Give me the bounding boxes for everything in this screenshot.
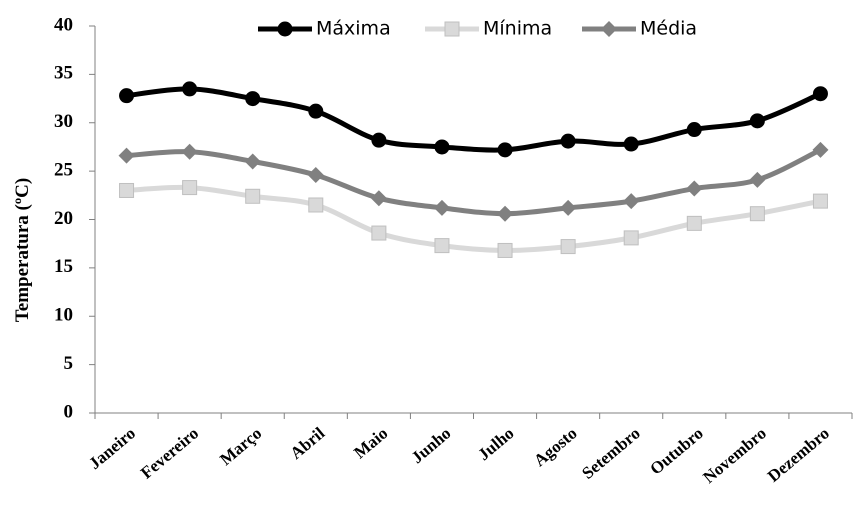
data-point	[497, 242, 513, 258]
data-point	[245, 188, 261, 204]
data-point	[370, 190, 387, 207]
x-tick-label: Dezembro	[764, 424, 833, 486]
x-tick-label: Agosto	[530, 424, 581, 471]
data-point	[812, 193, 828, 209]
data-point	[119, 182, 135, 198]
data-point	[749, 171, 766, 188]
data-point	[749, 206, 765, 222]
data-point	[434, 238, 450, 254]
data-point	[749, 113, 765, 129]
data-point	[812, 86, 828, 102]
x-tick-label: Junho	[408, 424, 455, 468]
data-point	[119, 88, 135, 104]
x-tick-label: Janeiro	[85, 424, 139, 474]
y-tick-label: 40	[54, 14, 73, 35]
data-point	[686, 180, 703, 197]
legend-label: Máxima	[316, 18, 391, 40]
data-point	[686, 215, 702, 231]
y-tick-label: 10	[54, 305, 73, 326]
data-point	[497, 205, 514, 222]
data-point	[181, 143, 198, 160]
data-point	[686, 122, 702, 138]
data-point	[433, 199, 450, 216]
data-point	[371, 132, 387, 148]
x-tick-label: Outubro	[646, 424, 706, 479]
legend-marker	[444, 21, 460, 37]
y-tick-label: 30	[54, 111, 73, 132]
y-tick-label: 0	[64, 401, 74, 422]
data-point	[182, 81, 198, 97]
x-tick-label: Fevereiro	[137, 424, 202, 483]
data-point	[244, 153, 261, 170]
y-tick-label: 5	[64, 353, 74, 374]
legend-marker	[277, 21, 293, 37]
data-point	[308, 197, 324, 213]
data-point	[371, 225, 387, 241]
data-point	[560, 133, 576, 149]
y-tick-label: 15	[54, 256, 73, 277]
data-point	[434, 139, 450, 155]
data-point	[307, 166, 324, 183]
legend-marker	[601, 21, 617, 37]
y-tick-label: 20	[54, 208, 73, 229]
series-line	[126, 184, 821, 253]
data-point	[623, 193, 640, 210]
data-point	[623, 136, 639, 152]
y-axis-label: Temperatura (ºC)	[12, 178, 33, 322]
data-point	[623, 230, 639, 246]
series-line	[126, 86, 822, 153]
x-tick-label: Maio	[350, 424, 391, 463]
series-line	[126, 147, 822, 217]
data-point	[560, 199, 577, 216]
x-tick-label: Julho	[474, 424, 517, 465]
data-point	[182, 180, 198, 196]
x-tick-label: Abril	[286, 423, 328, 463]
data-point	[812, 141, 829, 158]
data-point	[308, 103, 324, 119]
data-point	[560, 239, 576, 255]
x-tick-label: Setembro	[578, 424, 644, 483]
legend-label: Mínima	[483, 18, 552, 40]
data-point	[497, 142, 513, 158]
y-tick-label: 25	[54, 159, 73, 180]
x-tick-label: Março	[216, 424, 265, 469]
y-tick-label: 35	[54, 63, 73, 84]
legend-label: Média	[640, 18, 697, 40]
x-tick-label: Novembro	[699, 424, 770, 488]
data-point	[245, 91, 261, 107]
data-point	[118, 147, 135, 164]
